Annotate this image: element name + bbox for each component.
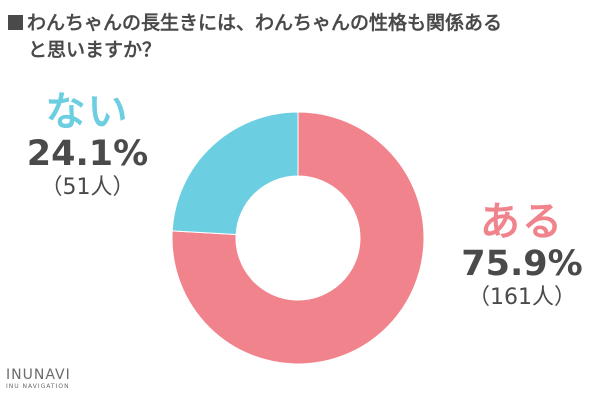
- title-line-1: わんちゃんの長生きには、わんちゃんの性格も関係ある: [27, 12, 503, 34]
- label-aru-percent: 75.9%: [461, 244, 583, 284]
- donut-slice-aru: [171, 111, 425, 365]
- chart-title: わんちゃんの長生きには、わんちゃんの性格も関係ある と思いますか？: [8, 10, 588, 64]
- logo-sub-text: INU NAVIGATION: [6, 383, 70, 390]
- label-aru: ある 75.9% （161人）: [448, 200, 596, 312]
- label-nai-percent: 24.1%: [26, 134, 149, 174]
- inunavi-logo: INUNAVI INU NAVIGATION: [6, 368, 71, 391]
- label-nai: ない 24.1% （51人）: [20, 90, 155, 202]
- label-aru-name: ある: [480, 199, 564, 245]
- title-square-icon: [8, 15, 23, 30]
- title-line-2: と思いますか？: [28, 39, 162, 61]
- label-nai-name: ない: [45, 89, 130, 135]
- logo-main-text: INUNAVI: [6, 367, 71, 383]
- donut-slice-nai: [171, 111, 299, 236]
- label-nai-count: （51人）: [40, 175, 135, 200]
- label-aru-count: （161人）: [468, 285, 576, 310]
